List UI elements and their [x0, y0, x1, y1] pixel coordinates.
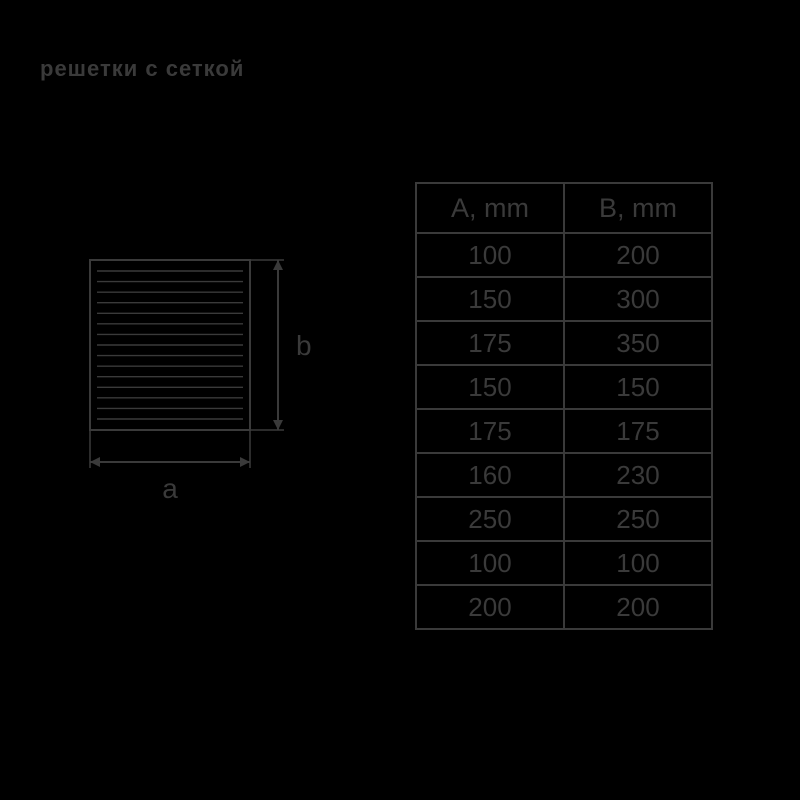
table-cell: 150: [416, 365, 564, 409]
table-cell: 150: [564, 365, 712, 409]
table-cell: 350: [564, 321, 712, 365]
table-row: 150300: [416, 277, 712, 321]
table-row: 250250: [416, 497, 712, 541]
table-cell: 100: [564, 541, 712, 585]
table-cell: 100: [416, 233, 564, 277]
table-row: 150150: [416, 365, 712, 409]
table-row: 200200: [416, 585, 712, 629]
page-title: решетки с сеткой: [40, 56, 244, 82]
grille-diagram: ba: [70, 250, 330, 530]
table-row: 160230: [416, 453, 712, 497]
table-header-0: A, mm: [416, 183, 564, 233]
table-cell: 100: [416, 541, 564, 585]
table-cell: 200: [564, 585, 712, 629]
table-cell: 300: [564, 277, 712, 321]
dimensions-table: A, mmB, mm 10020015030017535015015017517…: [415, 182, 713, 630]
table-cell: 250: [564, 497, 712, 541]
table-row: 175350: [416, 321, 712, 365]
table-row: 100200: [416, 233, 712, 277]
table-row: 175175: [416, 409, 712, 453]
table-cell: 200: [564, 233, 712, 277]
table-cell: 175: [564, 409, 712, 453]
dimension-label-a: a: [162, 473, 178, 504]
table-cell: 150: [416, 277, 564, 321]
table-cell: 175: [416, 409, 564, 453]
table-cell: 160: [416, 453, 564, 497]
table-header-1: B, mm: [564, 183, 712, 233]
table-row: 100100: [416, 541, 712, 585]
table-cell: 230: [564, 453, 712, 497]
table-cell: 175: [416, 321, 564, 365]
table-cell: 200: [416, 585, 564, 629]
dimension-label-b: b: [296, 330, 312, 361]
table-cell: 250: [416, 497, 564, 541]
